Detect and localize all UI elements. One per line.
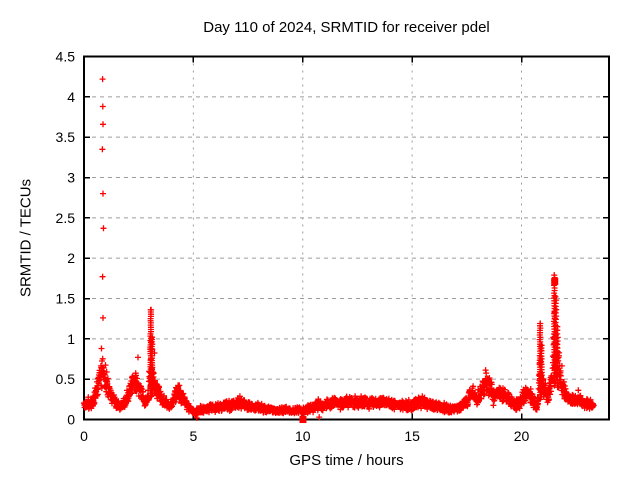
data-point-square bbox=[551, 278, 559, 286]
x-tick-label: 5 bbox=[189, 428, 197, 444]
y-tick-label: 4.5 bbox=[56, 49, 76, 65]
y-tick-label: 3 bbox=[67, 170, 75, 186]
y-tick-label: 1.5 bbox=[56, 291, 76, 307]
x-tick-label: 0 bbox=[80, 428, 88, 444]
y-tick-label: 4 bbox=[67, 89, 75, 105]
x-tick-label: 10 bbox=[295, 428, 311, 444]
y-tick-label: 1 bbox=[67, 331, 75, 347]
x-tick-label: 20 bbox=[514, 428, 530, 444]
y-tick-label: 2.5 bbox=[56, 210, 76, 226]
plot-border bbox=[83, 55, 610, 421]
y-tick-label: 3.5 bbox=[56, 129, 76, 145]
y-axis-label: SRMTID / TECUs bbox=[17, 178, 35, 298]
chart-title: Day 110 of 2024, SRMTID for receiver pde… bbox=[203, 19, 490, 36]
y-tick-label: 0 bbox=[67, 412, 75, 428]
y-tick-label: 2 bbox=[67, 250, 75, 266]
data-point-square bbox=[299, 416, 307, 423]
y-tick-label: 0.5 bbox=[56, 371, 76, 387]
x-axis-label: GPS time / hours bbox=[289, 452, 404, 469]
data-points bbox=[80, 76, 597, 421]
x-tick-label: 15 bbox=[404, 428, 420, 444]
